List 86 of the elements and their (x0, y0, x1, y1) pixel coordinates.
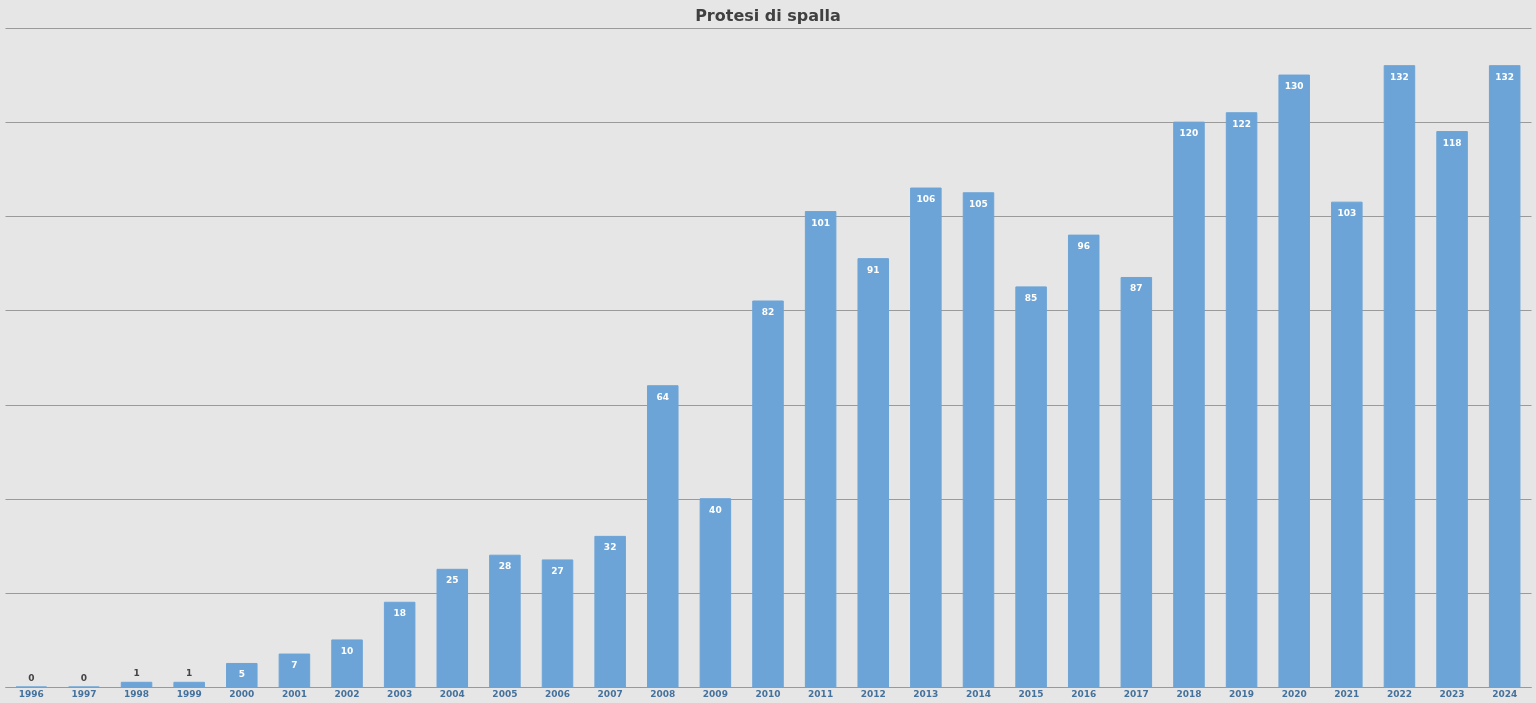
x-tick-label: 1998 (124, 688, 150, 699)
data-label: 96 (1077, 241, 1090, 252)
x-tick-label: 2012 (860, 688, 886, 699)
x-tick-label: 2021 (1334, 688, 1360, 699)
x-tick-label: 2009 (702, 688, 728, 699)
bar (857, 258, 889, 688)
bar (752, 300, 784, 688)
bar (1436, 131, 1468, 688)
x-tick-label: 2004 (439, 688, 465, 699)
bar (594, 535, 626, 688)
x-tick-label: 2014 (965, 688, 992, 699)
x-tick-label: 2003 (387, 688, 413, 699)
bar (1383, 65, 1416, 688)
data-label: 1 (133, 668, 140, 679)
bar (962, 192, 995, 688)
data-label: 40 (709, 504, 722, 515)
bar (699, 498, 732, 688)
bar (1067, 234, 1100, 688)
x-tick-label: 2001 (281, 688, 307, 699)
bar (436, 568, 469, 688)
x-tick-label: 2008 (650, 688, 676, 699)
x-tick-label: 2016 (1071, 688, 1097, 699)
data-label: 87 (1130, 283, 1143, 294)
bar (383, 601, 416, 688)
data-label: 10 (340, 645, 354, 656)
bar (1120, 276, 1153, 688)
x-tick-label: 2020 (1281, 688, 1307, 699)
x-tick-label: 2019 (1229, 688, 1255, 699)
bar (331, 639, 363, 688)
data-label: 101 (811, 217, 831, 228)
x-tick-label: 2006 (544, 688, 571, 699)
data-label: 0 (28, 673, 35, 683)
data-label: 132 (1495, 71, 1515, 82)
bar (910, 187, 942, 688)
chart-title: Protesi di spalla (695, 6, 841, 25)
data-label: 106 (916, 194, 936, 205)
bar (1225, 112, 1258, 688)
data-label: 27 (551, 565, 564, 576)
bar (173, 681, 205, 688)
data-label: 25 (446, 575, 459, 586)
x-tick-label: 2017 (1123, 688, 1149, 699)
bar (120, 681, 153, 688)
x-tick-label: 2024 (1492, 688, 1518, 699)
bar (541, 559, 574, 688)
bar (226, 662, 258, 688)
data-label: 91 (866, 264, 880, 275)
x-tick-label: 2010 (755, 688, 781, 699)
data-label: 1 (186, 668, 193, 679)
bar (1015, 286, 1047, 688)
data-label: 130 (1284, 81, 1304, 92)
data-label: 82 (761, 307, 775, 318)
data-label: 118 (1442, 137, 1462, 148)
data-label: 120 (1179, 128, 1199, 139)
x-tick-label: 2000 (229, 688, 255, 699)
x-tick-label: 1997 (71, 688, 97, 699)
bar (1488, 65, 1521, 688)
data-label: 5 (238, 669, 245, 680)
data-label: 105 (969, 198, 988, 209)
bar (278, 653, 311, 688)
x-tick-label: 2013 (913, 688, 939, 699)
x-tick-label: 1999 (176, 688, 202, 699)
data-label: 28 (498, 561, 512, 572)
bar (489, 554, 521, 688)
data-label: 0 (80, 673, 88, 683)
data-label: 132 (1390, 71, 1409, 82)
x-tick-label: 2022 (1386, 688, 1412, 699)
x-tick-label: 2002 (334, 688, 360, 699)
bar (804, 211, 837, 688)
data-label: 7 (291, 660, 298, 671)
x-tick-label: 2011 (808, 688, 834, 699)
x-tick-label: 2015 (1018, 688, 1044, 699)
data-label: 32 (603, 542, 617, 553)
bar (647, 385, 679, 688)
data-label: 122 (1232, 118, 1251, 129)
x-tick-label: 2005 (492, 688, 518, 699)
bar (1331, 201, 1363, 688)
x-tick-label: 2023 (1439, 688, 1465, 699)
data-label: 64 (656, 391, 670, 402)
x-tick-label: 2018 (1176, 688, 1202, 699)
x-tick-label: 1996 (18, 688, 44, 699)
x-tick-label: 2007 (597, 688, 623, 699)
data-label: 85 (1024, 292, 1038, 303)
data-label: 103 (1337, 208, 1357, 219)
bar (1173, 121, 1205, 688)
data-label: 18 (393, 608, 406, 619)
bar (1278, 74, 1310, 688)
